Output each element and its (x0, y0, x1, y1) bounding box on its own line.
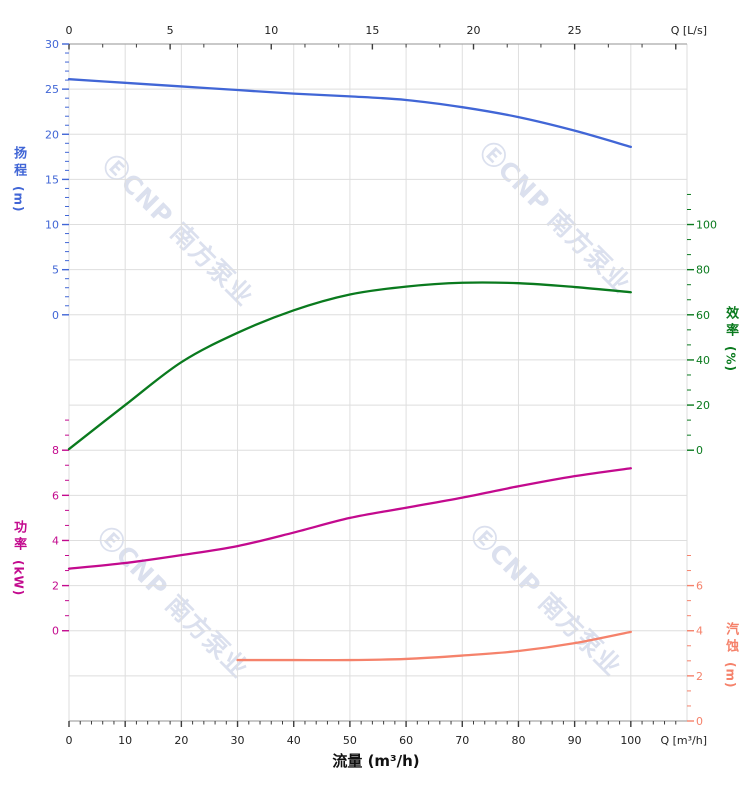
head-axis-tick-label: 20 (45, 128, 59, 141)
power-axis-title-text: 功率 (11, 520, 27, 554)
top-axis-tick-label: 10 (264, 24, 278, 37)
efficiency-axis-title: 效率 (%) (717, 306, 743, 372)
efficiency-axis-unit: (%) (723, 346, 738, 372)
efficiency-axis-title-text: 效率 (723, 306, 739, 340)
bottom-axis-tick-label: 0 (66, 734, 73, 747)
npsh-axis-unit: (m) (723, 662, 738, 689)
npsh-axis-tick-label: 6 (696, 580, 703, 593)
npsh-axis-tick-label: 4 (696, 625, 703, 638)
bottom-axis-tick-label: 20 (174, 734, 188, 747)
npsh-axis-tick-label: 0 (696, 715, 703, 728)
npsh-axis-title-text: 汽蚀 (723, 622, 739, 656)
bottom-axis-tick-label: 70 (455, 734, 469, 747)
bottom-axis-tick-label: 50 (343, 734, 357, 747)
bottom-axis-unit-label: Q [m³/h] (660, 734, 707, 747)
top-axis-tick-label: 5 (167, 24, 174, 37)
top-axis-tick-label: 0 (66, 24, 73, 37)
head-axis-tick-label: 10 (45, 219, 59, 232)
efficiency-curve (67, 281, 632, 451)
top-axis-tick-label: 20 (467, 24, 481, 37)
power-axis-tick-label: 2 (52, 580, 59, 593)
top-axis-tick-label: 25 (568, 24, 582, 37)
power-curve (67, 467, 632, 570)
power-axis-tick-label: 6 (52, 489, 59, 502)
power-axis-tick-label: 8 (52, 444, 59, 457)
npsh-axis-title: 汽蚀 (m) (717, 622, 743, 688)
efficiency-axis-tick-label: 0 (696, 444, 703, 457)
top-axis-tick-label: 15 (365, 24, 379, 37)
bottom-axis-tick-label: 40 (287, 734, 301, 747)
bottom-axis-tick-label: 80 (511, 734, 525, 747)
head-axis-tick-label: 30 (45, 38, 59, 51)
head-curve (67, 78, 632, 149)
top-axis-unit-label: Q [L/s] (671, 24, 707, 37)
power-axis-unit: (kW) (11, 560, 26, 597)
bottom-axis-tick-label: 30 (231, 734, 245, 747)
head-axis-tick-label: 15 (45, 173, 59, 186)
efficiency-axis-tick-label: 80 (696, 264, 710, 277)
flow-axis-title: 流量 (m³/h) (332, 752, 420, 770)
power-axis-tick-label: 4 (52, 534, 59, 547)
efficiency-axis-tick-label: 40 (696, 354, 710, 367)
bottom-axis-tick-label: 90 (568, 734, 582, 747)
bottom-axis-tick-label: 100 (620, 734, 641, 747)
head-axis-tick-label: 0 (52, 309, 59, 322)
efficiency-axis-tick-label: 100 (696, 219, 717, 232)
head-axis-tick-label: 25 (45, 83, 59, 96)
efficiency-axis-tick-label: 20 (696, 399, 710, 412)
efficiency-axis-tick-label: 60 (696, 309, 710, 322)
power-axis-tick-label: 0 (52, 625, 59, 638)
npsh-axis-tick-label: 2 (696, 670, 703, 683)
bottom-axis-tick-label: 10 (118, 734, 132, 747)
head-axis-tick-label: 5 (52, 264, 59, 277)
npsh-curve (236, 630, 632, 662)
head-axis-unit: (m) (11, 186, 26, 213)
power-axis-title: 功率 (kW) (5, 520, 31, 596)
head-axis-title-text: 扬程 (11, 146, 27, 180)
bottom-axis-tick-label: 60 (399, 734, 413, 747)
head-axis-title: 扬程 (m) (5, 146, 31, 212)
